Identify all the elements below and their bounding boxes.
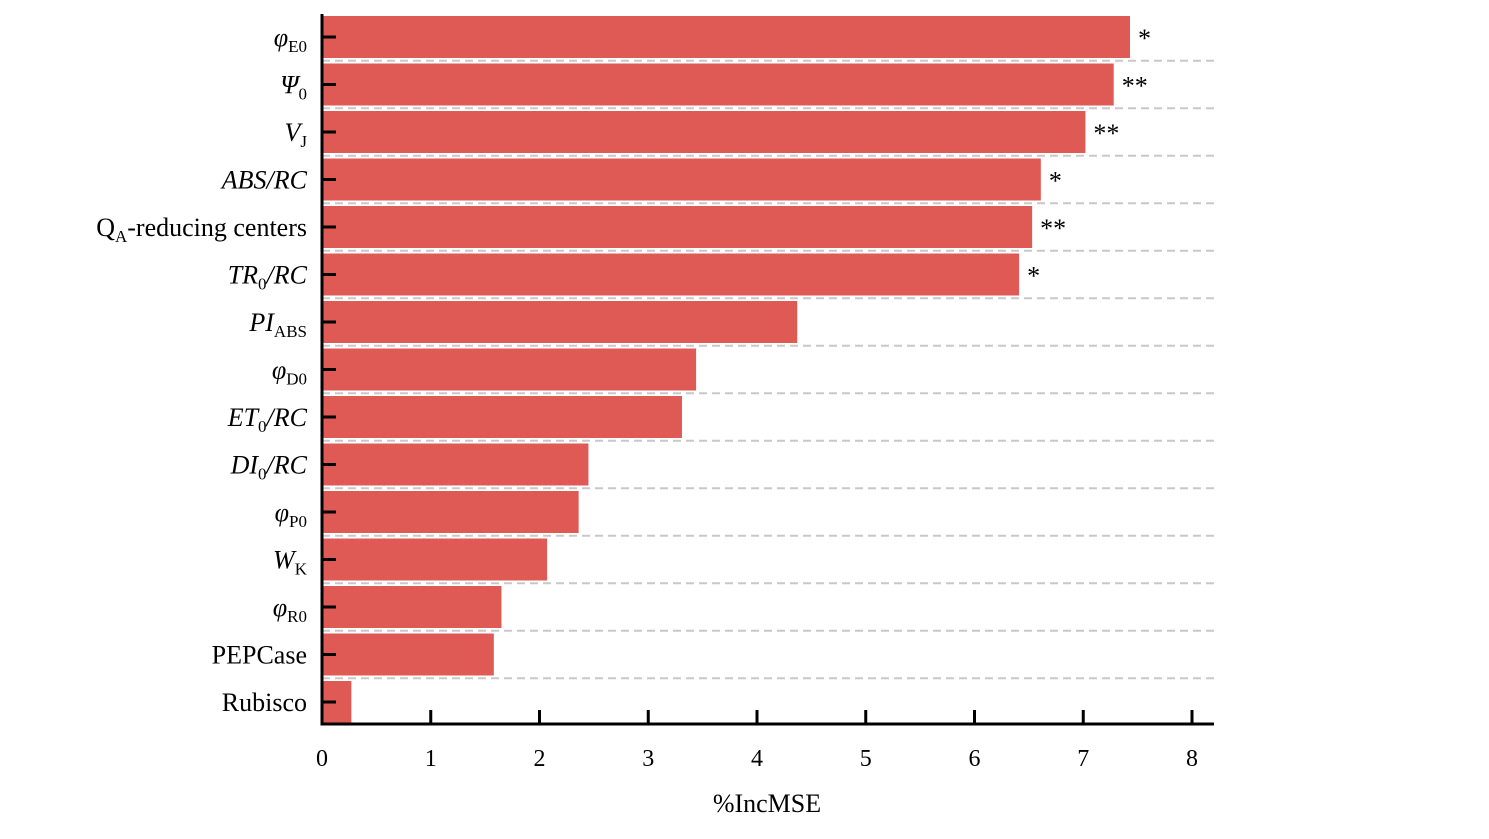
category-label: φD0 <box>272 356 307 389</box>
x-tick-label: 3 <box>642 746 654 772</box>
category-label-part: -reducing centers <box>127 213 307 242</box>
category-label: PEPCase <box>212 641 307 670</box>
category-label-part: V <box>284 118 303 147</box>
significance-label: * <box>1138 24 1151 53</box>
category-label-part: DI <box>230 451 260 480</box>
category-label-part: W <box>273 546 297 575</box>
axes <box>320 14 1214 726</box>
bar <box>322 538 548 581</box>
bar <box>322 301 798 343</box>
bars <box>322 16 1131 723</box>
x-tick-label: 2 <box>534 746 546 772</box>
category-label-part: /RC <box>265 451 308 480</box>
bar <box>322 206 1033 248</box>
x-tick-label: 1 <box>425 746 437 772</box>
category-label-part: φ <box>273 593 287 622</box>
bar <box>322 16 1131 58</box>
category-label: QA-reducing centers <box>96 213 307 246</box>
category-label: Ψ0 <box>280 71 307 104</box>
category-label-part: φ <box>274 23 288 52</box>
category-label-part: P0 <box>289 512 307 531</box>
significance-label: ** <box>1040 214 1066 243</box>
significance-labels: ********* <box>1027 24 1151 291</box>
category-label-part: /RC <box>265 403 308 432</box>
category-label-part: 0 <box>299 85 308 104</box>
category-label-part: /RC <box>265 261 308 290</box>
category-label-part: 0 <box>258 275 267 294</box>
x-tick-labels: 0 1 2 3 4 5 6 7 8 <box>316 746 1198 772</box>
x-tick-label: 8 <box>1186 746 1198 772</box>
category-label-part: K <box>295 560 308 579</box>
bar <box>322 443 589 486</box>
category-label-part: E0 <box>288 37 307 56</box>
category-label-part: φ <box>272 356 286 385</box>
category-label: φR0 <box>273 593 307 626</box>
category-label-part: J <box>300 132 307 151</box>
bar <box>322 491 579 533</box>
bar <box>322 63 1114 106</box>
bar <box>322 396 682 438</box>
x-tick-label: 6 <box>969 746 981 772</box>
category-label-part: Q <box>96 213 115 242</box>
significance-label: ** <box>1122 72 1148 101</box>
bar <box>322 253 1020 296</box>
bar <box>322 348 697 391</box>
category-label: ABS/RC <box>220 166 308 195</box>
category-label: φP0 <box>275 498 307 531</box>
category-label: TR0/RC <box>228 261 308 294</box>
category-label-part: A <box>115 227 128 246</box>
bar <box>322 633 494 676</box>
category-label-part: 0 <box>258 417 267 436</box>
grid-lines <box>322 59 1214 680</box>
category-label-part: Ψ <box>280 71 301 100</box>
category-label-part: R0 <box>287 607 307 626</box>
category-label-part: PEPCase <box>212 641 307 670</box>
x-axis-title: %IncMSE <box>713 789 821 818</box>
significance-label: ** <box>1093 119 1119 148</box>
category-label-part: ET <box>227 403 260 432</box>
category-label-part: ABS <box>274 322 307 341</box>
category-label-part: φ <box>275 498 289 527</box>
category-label-part: PI <box>248 308 275 337</box>
x-tick-label: 7 <box>1077 746 1089 772</box>
category-label-part: D0 <box>286 370 307 389</box>
category-label-part: ABS/RC <box>220 166 308 195</box>
bar <box>322 586 502 628</box>
category-label: PIABS <box>248 308 307 341</box>
x-tick-label: 5 <box>860 746 872 772</box>
significance-label: * <box>1049 167 1062 196</box>
category-label: ET0/RC <box>227 403 308 436</box>
category-label: DI0/RC <box>230 451 308 484</box>
x-tick-label: 0 <box>316 746 328 772</box>
category-label: Rubisco <box>222 688 307 717</box>
category-label: VJ <box>284 118 307 151</box>
category-label-part: Rubisco <box>222 688 307 717</box>
category-label: φE0 <box>274 23 307 56</box>
bar <box>322 158 1041 201</box>
category-label-part: 0 <box>258 465 267 484</box>
category-label: WK <box>273 546 308 579</box>
significance-label: * <box>1027 262 1040 291</box>
x-tick-label: 4 <box>751 746 763 772</box>
bar <box>322 111 1086 153</box>
category-label-part: TR <box>228 261 258 290</box>
